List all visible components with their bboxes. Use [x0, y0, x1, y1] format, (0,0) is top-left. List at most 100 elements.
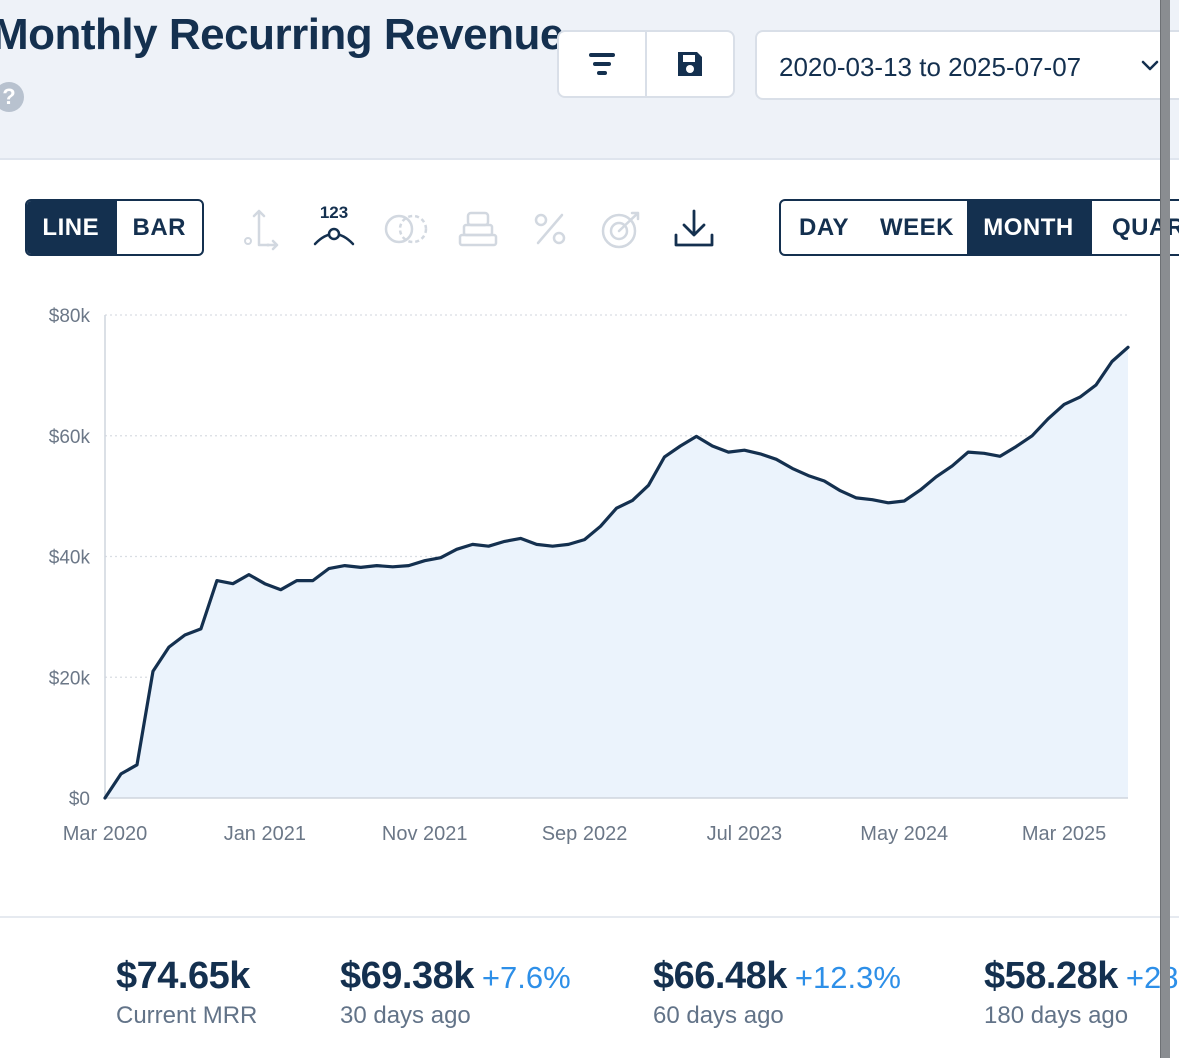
data-point: [359, 565, 363, 569]
stat-label: Current MRR: [116, 1002, 258, 1029]
data-point: [295, 579, 299, 583]
data-point: [439, 556, 443, 560]
data-point: [838, 489, 842, 493]
data-point: [1062, 402, 1066, 406]
x-tick-label: Sep 2022: [542, 823, 628, 845]
line-chart-button[interactable]: LINE: [27, 201, 115, 254]
data-point: [183, 633, 187, 637]
interval-month-button[interactable]: MONTH: [967, 201, 1090, 254]
stat-value: $69.38k: [340, 955, 474, 997]
data-point: [455, 547, 459, 551]
data-point: [423, 559, 427, 563]
data-point: [1014, 445, 1018, 449]
stack-button[interactable]: [454, 205, 502, 253]
question-circle-icon[interactable]: ?: [0, 82, 24, 112]
interval-toggle: DAY WEEK MONTH QUARTER: [779, 199, 1179, 256]
y-tick-label: $60k: [49, 427, 91, 448]
chevron-down-icon: [1141, 60, 1159, 71]
y-tick-label: $0: [69, 789, 90, 810]
data-point: [902, 499, 906, 503]
data-point: [631, 498, 635, 502]
data-point: [167, 645, 171, 649]
compare-button[interactable]: [382, 205, 430, 253]
save-button[interactable]: [645, 32, 733, 96]
data-point: [599, 524, 603, 528]
y-tick-label: $80k: [49, 306, 91, 327]
filter-button[interactable]: [559, 32, 645, 96]
data-point: [1046, 417, 1050, 421]
stat-30-days: $69.38k +7.6% 30 days ago: [340, 955, 571, 1030]
stat-current-mrr: $74.65k Current MRR: [116, 955, 257, 1030]
stat-change: +28: [1125, 960, 1179, 995]
data-point: [774, 457, 778, 461]
download-icon: [674, 209, 714, 247]
data-point: [375, 564, 379, 568]
data-point: [487, 544, 491, 548]
data-point: [726, 450, 730, 454]
x-tick-label: Jul 2023: [707, 823, 783, 845]
data-point: [279, 588, 283, 592]
y-tick-label: $20k: [49, 668, 91, 689]
mrr-area-fill: [105, 347, 1128, 798]
stat-label: 60 days ago: [653, 1002, 784, 1029]
data-point: [103, 796, 107, 800]
x-tick-label: Mar 2020: [63, 823, 148, 845]
data-point: [998, 454, 1002, 458]
section-divider: [0, 916, 1179, 918]
stat-60-days: $66.48k +12.3% 60 days ago: [653, 955, 901, 1030]
data-point: [199, 627, 203, 631]
compare-icon: [384, 214, 428, 244]
data-point: [822, 479, 826, 483]
bar-chart-button[interactable]: BAR: [114, 201, 203, 254]
mrr-line-chart: $0 $20k $40k $60k $80k Mar 2020 Jan 2021 Nov 20…: [49, 306, 1130, 845]
stat-value: $74.65k: [116, 955, 250, 997]
data-point: [391, 565, 395, 569]
data-point: [790, 466, 794, 470]
data-point: [1126, 345, 1130, 349]
percent-button[interactable]: [526, 205, 574, 253]
window-edge: [1160, 0, 1170, 1058]
data-point: [311, 579, 315, 583]
data-point: [934, 475, 938, 479]
data-point: [503, 539, 507, 543]
download-button[interactable]: [670, 205, 718, 253]
interval-day-button[interactable]: DAY: [799, 213, 849, 241]
show-values-button[interactable]: 123: [310, 202, 358, 250]
stat-change: +7.6%: [481, 960, 571, 995]
show-values-icon: [313, 227, 355, 246]
stat-value: $66.48k: [653, 955, 787, 997]
axis-scale-button[interactable]: [237, 205, 285, 253]
filter-icon: [589, 53, 615, 75]
data-point: [886, 501, 890, 505]
axis-scale-icon: [244, 209, 279, 251]
save-icon: [678, 52, 702, 76]
page-header: Monthly Recurring Revenue ? 2020-03-13 t…: [0, 0, 1179, 160]
stat-label: 30 days ago: [340, 1002, 471, 1029]
data-point: [982, 451, 986, 455]
data-point: [710, 444, 714, 448]
date-range-value: 2020-03-13 to 2025-07-07: [779, 52, 1082, 82]
header-action-group: [557, 30, 735, 98]
date-range-select[interactable]: 2020-03-13 to 2025-07-07: [755, 30, 1179, 100]
stack-icon: [458, 211, 498, 247]
data-point: [231, 582, 235, 586]
data-point: [758, 452, 762, 456]
data-point: [966, 450, 970, 454]
data-point: [343, 564, 347, 568]
stat-180-days: $58.28k +28 180 days ago: [984, 955, 1178, 1030]
data-point: [327, 567, 331, 571]
data-point: [247, 573, 251, 577]
data-point: [551, 544, 555, 548]
stat-change: +12.3%: [794, 960, 901, 995]
goal-target-button[interactable]: [598, 205, 646, 253]
interval-week-button[interactable]: WEEK: [880, 213, 954, 241]
data-point: [615, 506, 619, 510]
data-point: [918, 488, 922, 492]
stat-value: $58.28k: [984, 955, 1118, 997]
data-point: [1078, 395, 1082, 399]
data-point: [1094, 383, 1098, 387]
data-point: [567, 542, 571, 546]
data-point: [742, 448, 746, 452]
data-point: [950, 464, 954, 468]
data-point: [535, 542, 539, 546]
